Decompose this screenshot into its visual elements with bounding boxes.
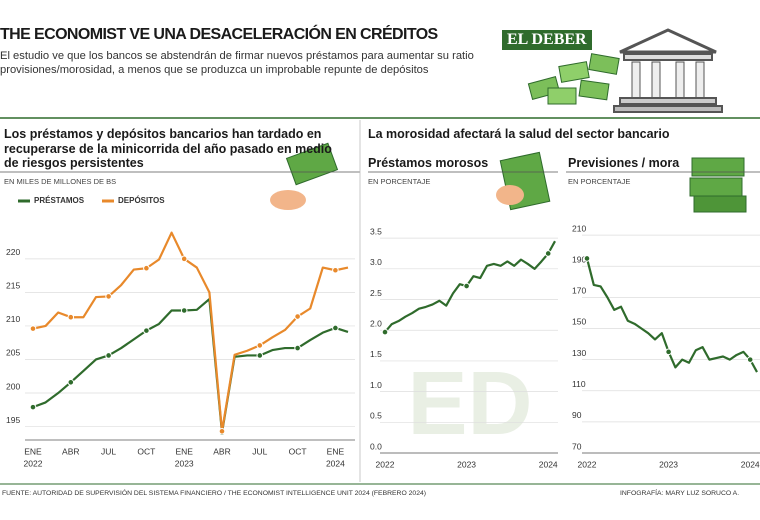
data-point (381, 328, 389, 336)
y-tick-label: 2.0 (370, 318, 382, 328)
y-tick-label: 1.0 (370, 380, 382, 390)
x-tick-label: OCT (289, 446, 307, 456)
data-line (384, 240, 556, 333)
y-tick-label: 3.5 (370, 226, 382, 236)
x-tick-label: JUL (101, 446, 116, 456)
data-point (218, 427, 226, 435)
y-tick-label: 150 (572, 317, 586, 327)
data-point (463, 282, 470, 290)
y-tick-label: 205 (6, 348, 20, 358)
y-tick-label: 0.5 (370, 411, 382, 421)
chart-title: Previsiones / mora (568, 156, 680, 170)
y-tick-label: 215 (6, 281, 20, 291)
x-year-label: 2024 (326, 458, 345, 468)
data-point (180, 255, 188, 263)
data-point (180, 307, 188, 314)
credit: INFOGRAFÍA: MARY LUZ SORUCO A. (620, 490, 740, 497)
x-tick-label: 2023 (457, 459, 476, 469)
x-tick-label: 2024 (539, 459, 558, 469)
legend-label: PRÉSTAMOS (34, 196, 85, 205)
chart-subtitle: EN PORCENTAJE (568, 177, 631, 186)
data-point (143, 327, 150, 334)
data-point (665, 348, 672, 356)
x-tick-label: 2023 (659, 459, 678, 469)
data-point (67, 378, 75, 386)
x-year-label: 2022 (24, 458, 43, 468)
x-tick-label: JUL (252, 446, 267, 456)
data-point (256, 342, 264, 349)
y-tick-label: 200 (6, 381, 20, 391)
y-tick-label: 130 (572, 348, 586, 358)
y-tick-label: 170 (572, 286, 586, 296)
data-point (105, 293, 112, 300)
x-tick-label: 2022 (578, 459, 597, 469)
data-point (29, 325, 37, 332)
logo: EL DEBER (502, 30, 592, 50)
data-line (585, 258, 758, 373)
chart-title: Préstamos morosos (368, 156, 489, 170)
y-tick-label: 0.0 (370, 441, 382, 451)
x-tick-label: 2022 (376, 459, 395, 469)
y-tick-label: 90 (572, 410, 582, 420)
y-tick-label: 110 (572, 379, 586, 389)
data-point (67, 313, 75, 321)
chart-subtitle: EN MILES DE MILLONES DE BS (4, 177, 117, 186)
y-tick-label: 3.0 (370, 257, 382, 267)
legend-label: DEPÓSITOS (118, 196, 165, 205)
x-year-label: 2023 (175, 458, 194, 468)
data-point (256, 352, 264, 359)
data-line (32, 231, 349, 433)
data-point (143, 264, 150, 272)
data-point (294, 344, 301, 352)
bank-icon (613, 28, 723, 113)
subtitle: El estudio ve que los bancos se abstendr… (0, 50, 474, 76)
watermark: ED (407, 354, 532, 454)
x-tick-label: ABR (62, 446, 79, 456)
headline: THE ECONOMIST VE UNA DESACELERACIÓN EN C… (0, 26, 438, 43)
x-tick-label: OCT (137, 446, 155, 456)
y-tick-label: 220 (6, 247, 20, 257)
data-point (583, 255, 591, 262)
data-point (544, 250, 552, 257)
y-tick-label: 190 (572, 254, 586, 264)
chart-subtitle: EN PORCENTAJE (368, 177, 431, 186)
data-point (746, 356, 754, 363)
money-icon (270, 53, 747, 213)
y-tick-label: 210 (572, 223, 586, 233)
y-tick-label: 210 (6, 314, 20, 324)
x-tick-label: 2024 (741, 459, 760, 469)
y-tick-label: 2.5 (370, 288, 382, 298)
data-point (29, 403, 37, 411)
x-tick-label: ABR (213, 446, 230, 456)
y-tick-label: 1.5 (370, 349, 382, 359)
x-tick-label: ENE (24, 446, 42, 456)
data-point (332, 266, 339, 274)
source: FUENTE: AUTORIDAD DE SUPERVISIÓN DEL SIS… (2, 490, 427, 497)
y-tick-label: 70 (572, 441, 582, 451)
chart-title: Los préstamos y depósitos bancarios han … (4, 127, 332, 170)
data-point (105, 352, 112, 359)
data-point (294, 313, 301, 320)
y-tick-label: 195 (6, 415, 20, 425)
data-point (332, 324, 339, 332)
data-line (32, 297, 349, 434)
x-tick-label: ENE (327, 446, 345, 456)
x-tick-label: ENE (175, 446, 193, 456)
section-title: La morosidad afectará la salud del secto… (368, 127, 670, 141)
